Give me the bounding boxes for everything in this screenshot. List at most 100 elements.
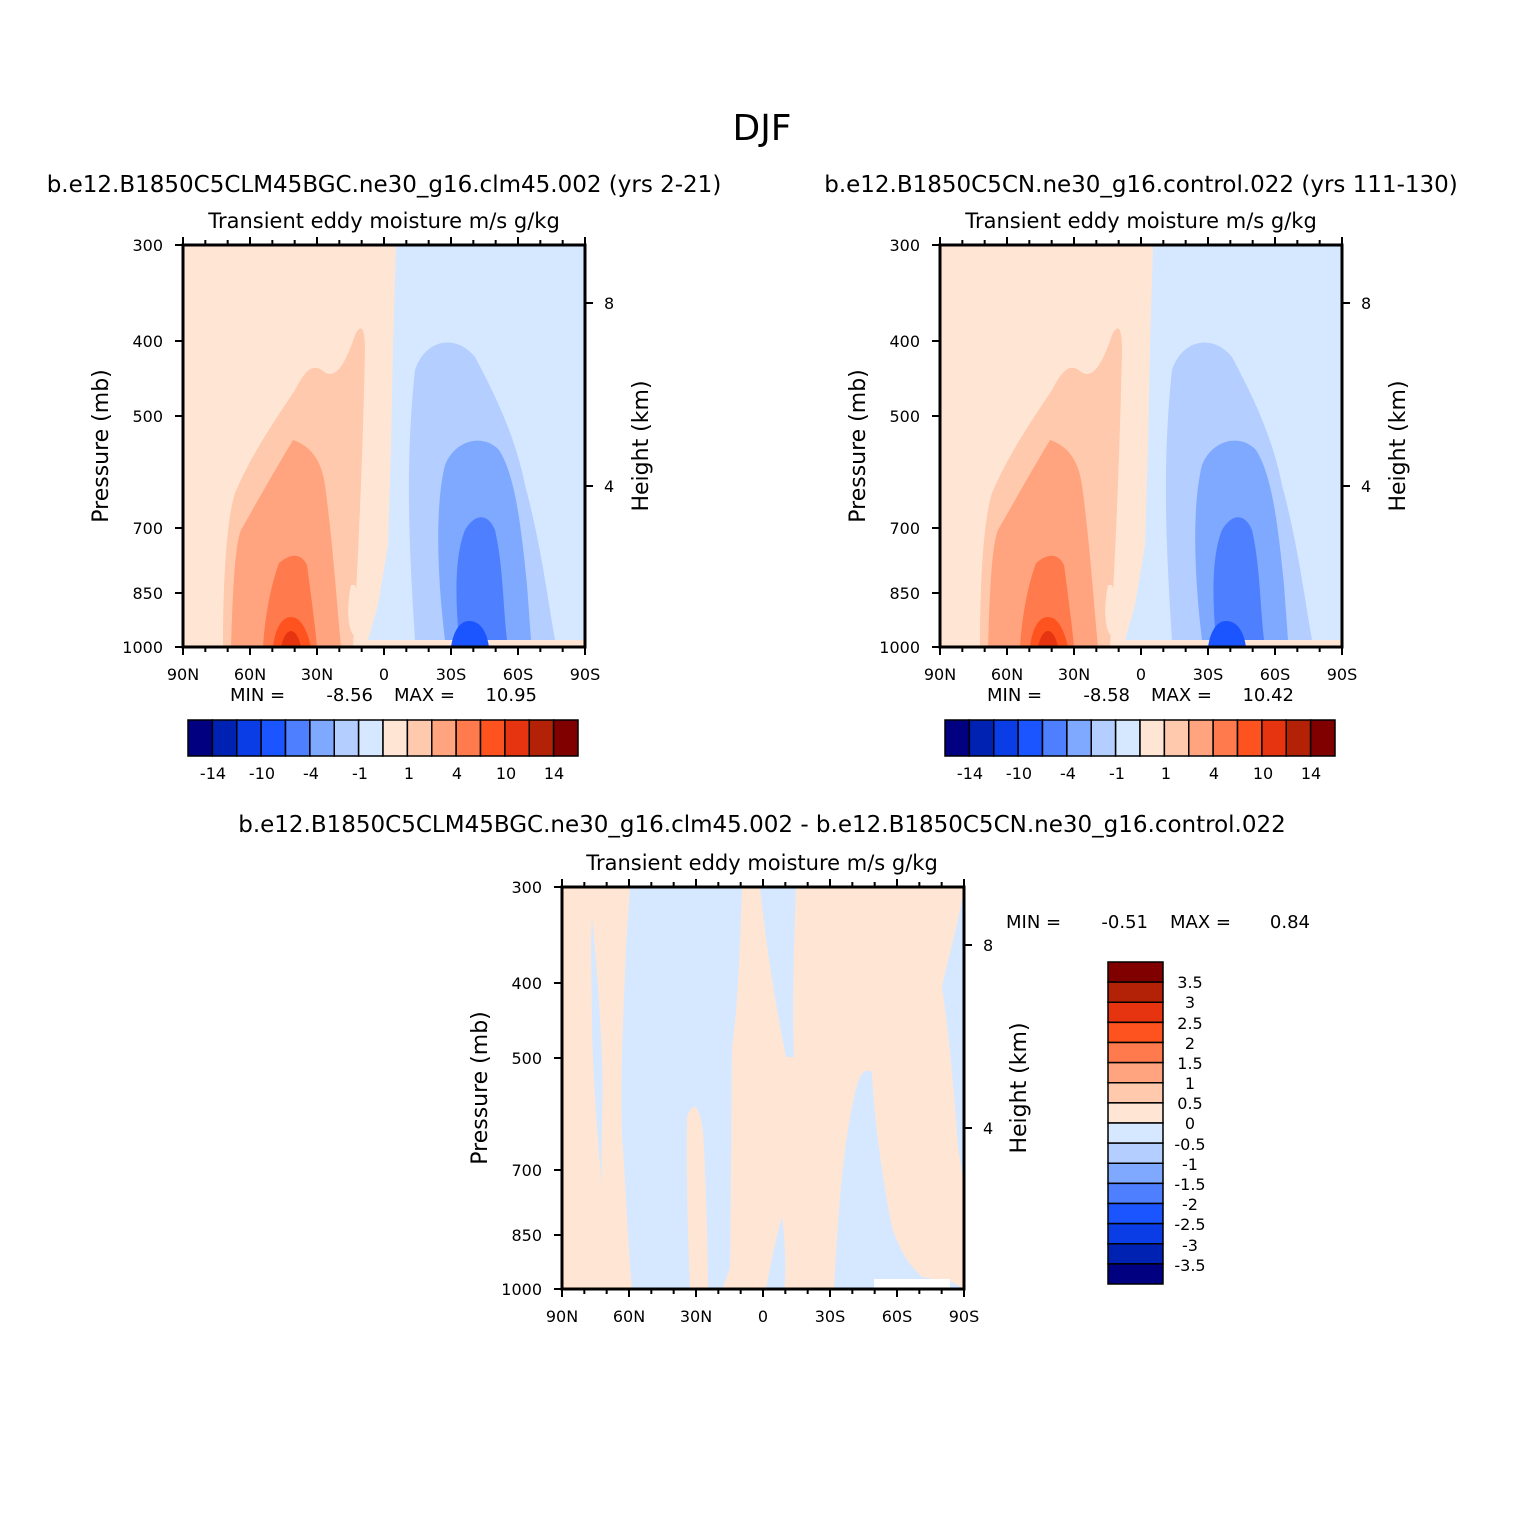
- y2-tick-label: 4: [983, 1119, 993, 1138]
- colorbar-label: -14: [957, 764, 983, 783]
- colorbar-label: 14: [544, 764, 564, 783]
- colorbar-label: -2.5: [1174, 1215, 1205, 1234]
- colorbar-swatch: [944, 719, 971, 757]
- colorbar-swatch: [1236, 719, 1263, 757]
- colorbar-swatch: [1090, 719, 1117, 757]
- colorbar-swatch: [236, 719, 262, 757]
- panel-1-case-title: b.e12.B1850C5CLM45BGC.ne30_g16.clm45.002…: [47, 172, 722, 198]
- colorbar-swatch: [1066, 719, 1092, 757]
- colorbar-swatch: [1107, 1243, 1164, 1265]
- y-tick-label: 700: [889, 519, 920, 538]
- colorbar-label: -4: [1060, 764, 1076, 783]
- colorbar-swatch: [455, 719, 482, 757]
- panel-2-x-axis: 90N 60N 30N 0 30S 60S 90S: [924, 665, 1357, 684]
- colorbar-swatch: [211, 719, 238, 757]
- colorbar-swatch: [406, 719, 433, 757]
- colorbar-label: -0.5: [1174, 1135, 1205, 1154]
- colorbar-label: -1: [1182, 1155, 1198, 1174]
- x-tick-label: 30S: [1193, 665, 1224, 684]
- y-tick-label: 500: [511, 1049, 542, 1068]
- y-tick-label: 400: [132, 332, 163, 351]
- colorbar-swatch: [1163, 719, 1190, 757]
- panel-2-min-value: -8.58: [1083, 685, 1130, 706]
- colorbar-swatch: [284, 719, 311, 757]
- colorbar-label: 2.5: [1177, 1014, 1202, 1033]
- y-tick-label: 850: [132, 584, 163, 603]
- colorbar-label: -1: [352, 764, 368, 783]
- colorbar-label: 10: [1253, 764, 1273, 783]
- colorbar-swatch: [1017, 719, 1044, 757]
- colorbar-swatch: [1261, 719, 1287, 757]
- y2-axis-label: Height (km): [1007, 1022, 1032, 1153]
- panel-2-max-value: 10.42: [1242, 685, 1294, 706]
- colorbar-swatch: [1285, 719, 1312, 757]
- colorbar-label: 3: [1185, 993, 1195, 1012]
- x-tick-label: 30S: [436, 665, 467, 684]
- panel-3-case-title: b.e12.B1850C5CLM45BGC.ne30_g16.clm45.002…: [238, 812, 1286, 838]
- colorbar-swatch: [1139, 719, 1166, 757]
- colorbar-swatch: [1107, 1162, 1164, 1185]
- colorbar-swatch: [382, 719, 409, 757]
- y2-tick-label: 4: [604, 477, 614, 496]
- y2-axis-label: Height (km): [1386, 380, 1411, 511]
- colorbar-label: -3.5: [1174, 1256, 1205, 1275]
- y-tick-label: 500: [889, 407, 920, 426]
- colorbar-swatch: [1107, 1082, 1164, 1104]
- x-tick-label: 60N: [991, 665, 1023, 684]
- panel-1-colorbar: -14 -10 -4 -1 1 4 10 14: [187, 719, 579, 783]
- colorbar-swatch: [1107, 981, 1164, 1003]
- y-tick-label: 400: [889, 332, 920, 351]
- colorbar-swatch: [528, 719, 555, 757]
- x-tick-label: 60S: [1260, 665, 1291, 684]
- colorbar-label: 0.5: [1177, 1094, 1202, 1113]
- y-tick-label: 300: [511, 878, 542, 897]
- colorbar-swatch: [1107, 1222, 1164, 1245]
- panel-3-y-axis: 300 400 500 700 850 1000 Pressure (mb): [468, 878, 542, 1299]
- colorbar-label: 1: [1185, 1074, 1195, 1093]
- x-tick-label: 30N: [680, 1307, 712, 1326]
- x-tick-label: 60N: [613, 1307, 645, 1326]
- colorbar-swatch: [1107, 1263, 1164, 1285]
- colorbar-swatch: [479, 719, 506, 757]
- panel-3-max-label: MAX =: [1170, 912, 1231, 933]
- colorbar-swatch: [1107, 1182, 1164, 1205]
- colorbar-swatch: [1041, 719, 1068, 757]
- x-tick-label: 0: [758, 1307, 768, 1326]
- x-tick-label: 90S: [1327, 665, 1358, 684]
- colorbar-swatch: [1309, 719, 1336, 757]
- colorbar-swatch: [552, 719, 579, 757]
- colorbar-swatch: [333, 719, 360, 757]
- panel-1-y-axis: 300 400 500 700 850 1000 Pressure (mb): [89, 236, 163, 657]
- panel-3-x-axis: 90N 60N 30N 0 30S 60S 90S: [546, 1307, 979, 1326]
- y2-axis-label: Height (km): [629, 380, 654, 511]
- x-tick-label: 60S: [503, 665, 534, 684]
- y-tick-label: 1000: [501, 1280, 542, 1299]
- panel-3-colorbar: 3.5 3 2.5 2 1.5 1 0.5 0 -0.5 -1 -1.5 -2 …: [1107, 961, 1206, 1285]
- x-tick-label: 90S: [949, 1307, 980, 1326]
- panel-2: b.e12.B1850C5CN.ne30_g16.control.022 (yr…: [824, 172, 1458, 783]
- colorbar-label: 1: [404, 764, 414, 783]
- colorbar-swatch: [968, 719, 995, 757]
- panel-1-colorbar-swatches: [187, 719, 579, 757]
- colorbar-swatch: [1107, 1202, 1164, 1225]
- x-tick-label: 90S: [570, 665, 601, 684]
- panel-2-max-label: MAX =: [1151, 685, 1212, 706]
- colorbar-swatch: [1107, 1142, 1164, 1164]
- x-tick-label: 0: [1136, 665, 1146, 684]
- panel-3: b.e12.B1850C5CLM45BGC.ne30_g16.clm45.002…: [238, 812, 1310, 1326]
- colorbar-label: 10: [496, 764, 516, 783]
- panel-3-colorbar-swatches: [1107, 961, 1164, 1285]
- panel-3-min-value: -0.51: [1101, 912, 1148, 933]
- colorbar-label: -1.5: [1174, 1175, 1205, 1194]
- colorbar-swatch: [357, 719, 384, 757]
- figure-title: DJF: [732, 108, 791, 149]
- panel-3-min-label: MIN =: [1006, 912, 1061, 933]
- colorbar-swatch: [1107, 1021, 1164, 1044]
- colorbar-label: -14: [200, 764, 226, 783]
- y-tick-label: 850: [889, 584, 920, 603]
- colorbar-swatch: [1114, 719, 1141, 757]
- y-tick-label: 850: [511, 1226, 542, 1245]
- y2-tick-label: 8: [983, 936, 993, 955]
- colorbar-swatch: [1107, 1102, 1164, 1124]
